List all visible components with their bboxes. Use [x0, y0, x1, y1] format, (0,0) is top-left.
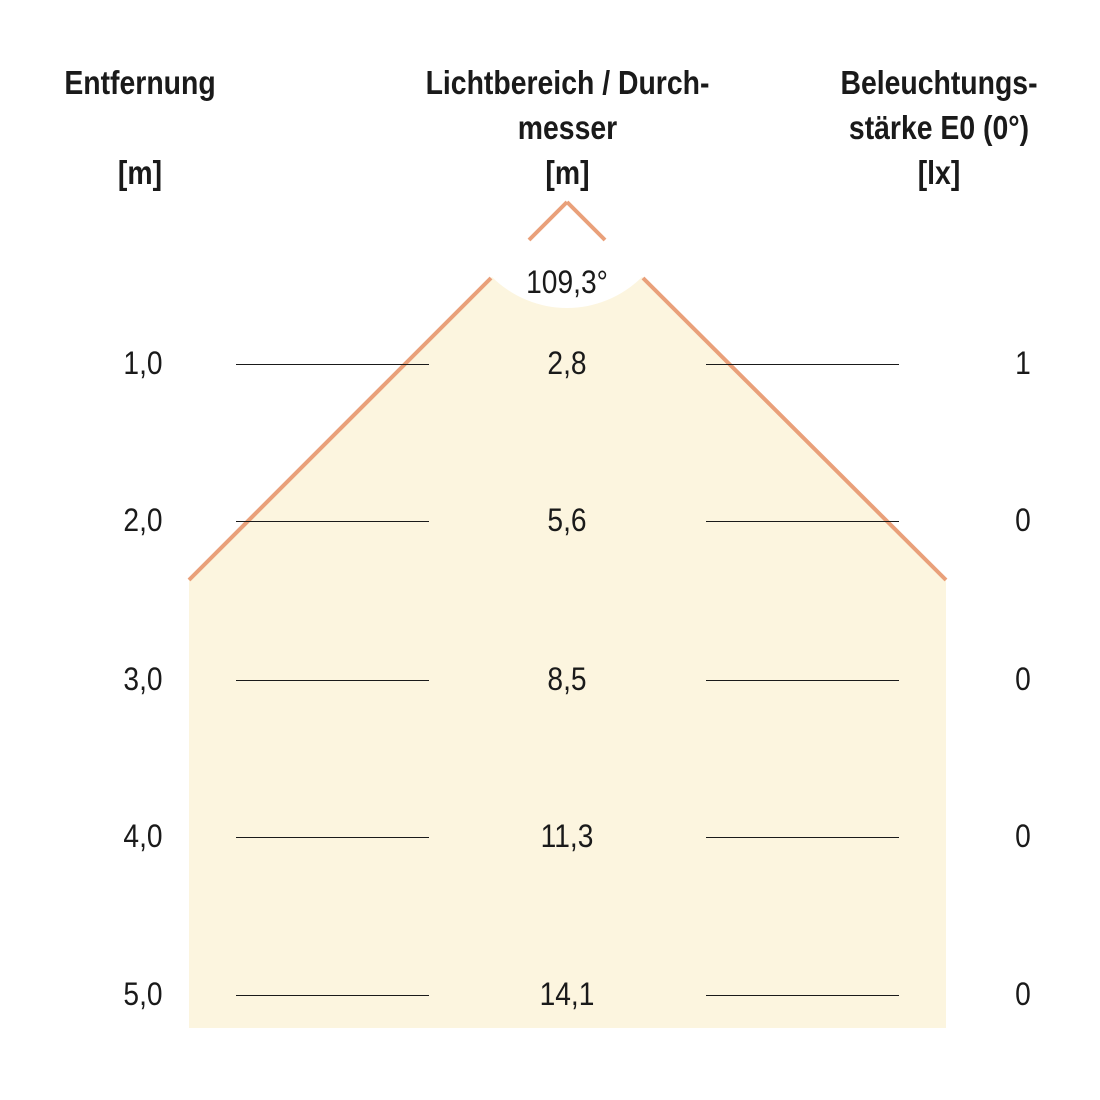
diameter-value: 14,1: [539, 976, 595, 1012]
table-row: 4,0 11,3 0: [0, 820, 1100, 852]
distance-header-line-2: [45, 105, 234, 150]
lux-value: 1: [1015, 345, 1031, 381]
distance-header-unit: [m]: [117, 154, 163, 191]
beam-header-line-2: messer: [517, 109, 618, 146]
lux-value: 0: [1015, 818, 1031, 854]
row-line-right: [706, 995, 899, 996]
lux-header-line-1: Beleuchtungs-: [840, 64, 1038, 101]
cone-edge-right-lower: [641, 276, 948, 582]
distance-value: 2,0: [123, 502, 163, 538]
cone-edge-left-upper: [527, 200, 569, 242]
lux-header-line-2: stärke E0 (0°): [848, 109, 1030, 146]
row-line-left: [236, 521, 429, 522]
table-row: 2,0 5,6 0: [0, 504, 1100, 536]
distance-value: 3,0: [123, 661, 163, 697]
table-row: 5,0 14,1 0: [0, 978, 1100, 1010]
table-row: 1,0 2,8 1: [0, 347, 1100, 379]
lux-value: 0: [1015, 502, 1031, 538]
diameter-value: 11,3: [540, 818, 594, 854]
illuminance-column-header: Beleuchtungs- stärke E0 (0°) [lx]: [819, 60, 1058, 195]
diameter-value: 2,8: [547, 345, 587, 381]
row-line-left: [236, 680, 429, 681]
distance-value: 4,0: [123, 818, 163, 854]
lux-value: 0: [1015, 976, 1031, 1012]
distance-value: 5,0: [123, 976, 163, 1012]
lux-value: 0: [1015, 661, 1031, 697]
lux-header-unit: [lx]: [917, 154, 961, 191]
row-line-right: [706, 364, 899, 365]
beam-diameter-column-header: Lichtbereich / Durch- messer [m]: [411, 60, 725, 195]
distance-column-header: Entfernung [m]: [45, 60, 234, 195]
beam-header-unit: [m]: [545, 154, 590, 191]
cone-edge-right-upper: [565, 200, 607, 242]
diameter-value: 8,5: [547, 661, 587, 697]
cone-edge-left-lower: [187, 276, 493, 582]
beam-header-line-1: Lichtbereich / Durch-: [425, 64, 710, 101]
row-line-right: [706, 521, 899, 522]
beam-angle-label: 109,3°: [526, 264, 608, 300]
row-line-right: [706, 680, 899, 681]
row-line-left: [236, 837, 429, 838]
row-line-left: [236, 364, 429, 365]
row-line-right: [706, 837, 899, 838]
light-cone-fill: [189, 202, 946, 1028]
table-row: 3,0 8,5 0: [0, 663, 1100, 695]
distance-value: 1,0: [123, 345, 163, 381]
row-line-left: [236, 995, 429, 996]
diameter-value: 5,6: [547, 502, 587, 538]
distance-header-line-1: Entfernung: [64, 64, 216, 101]
